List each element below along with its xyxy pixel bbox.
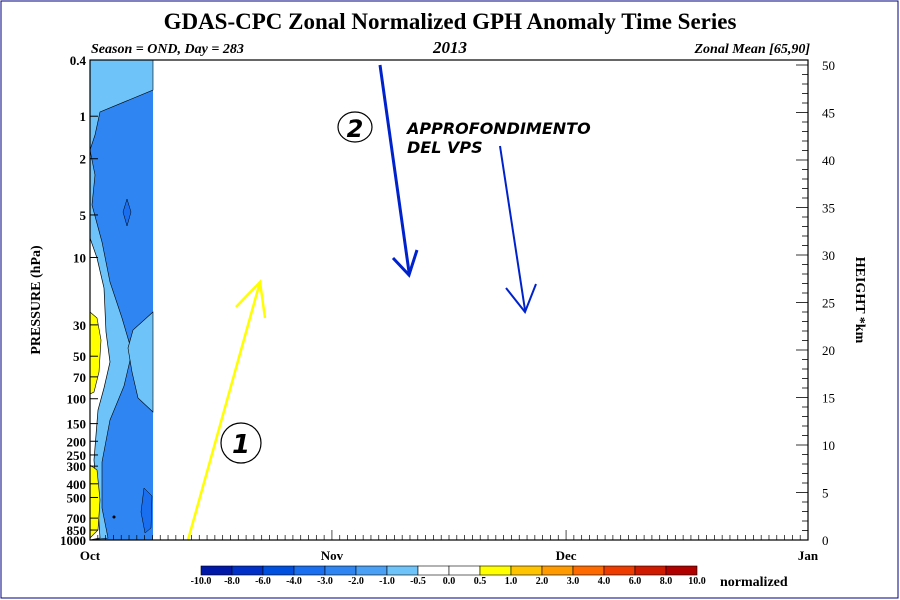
annotation-text-line2: DEL VPS	[407, 138, 483, 157]
colorbar-swatch	[262, 565, 295, 576]
colorbar-swatch	[355, 565, 388, 576]
pressure-tick-label: 200	[67, 434, 87, 449]
colorbar-label: 0.5	[474, 576, 487, 587]
anomaly-region-dark-bottom	[140, 487, 153, 534]
anomaly-region-light-left	[89, 149, 133, 541]
plot-area: 1 2 APPROFONDIMENTO DEL VPS	[89, 59, 809, 541]
pressure-tick-label: 400	[67, 477, 87, 492]
colorbar-label: 6.0	[629, 576, 642, 587]
pressure-tick-label: 850	[67, 523, 87, 538]
colorbar-unit: normalized	[720, 575, 788, 590]
pressure-tick-label: 100	[67, 392, 87, 407]
height-tick-label: 15	[822, 391, 835, 406]
height-tick-label: 25	[822, 296, 835, 311]
colorbar-swatch	[572, 565, 605, 576]
anomaly-region-light-mid	[127, 311, 154, 413]
colorbar-label: 1.0	[505, 576, 518, 587]
pressure-tick-label: 1	[80, 109, 87, 124]
time-tick-label: Jan	[798, 548, 819, 563]
colorbar-label: -0.5	[410, 576, 426, 587]
y-axis-label: PRESSURE (hPa)	[29, 245, 44, 355]
pressure-tick-label: 0.4	[70, 53, 87, 68]
blue-arrow-2	[378, 64, 411, 273]
colorbar-label: 4.0	[598, 576, 611, 587]
pressure-tick-label: 300	[67, 459, 87, 474]
axes: 0.41251030507010015020025030040050070085…	[60, 53, 835, 563]
colorbar-swatch	[231, 565, 264, 576]
anomaly-region-neutral-band	[89, 237, 111, 541]
colorbar-swatch	[324, 565, 357, 576]
colorbar-label: 2.0	[536, 576, 549, 587]
blue-arrow-2-head	[391, 249, 419, 278]
annotation-text-line1: APPROFONDIMENTO	[405, 119, 591, 138]
colorbar-swatch	[200, 565, 233, 576]
anomaly-dot	[112, 515, 116, 519]
colorbar-label: -3.0	[317, 576, 333, 587]
colorbar-label: -2.0	[348, 576, 364, 587]
time-tick-label: Oct	[80, 548, 101, 563]
colorbar-label: -1.0	[379, 576, 395, 587]
label-2: 2	[347, 115, 364, 143]
annotations: 1 2 APPROFONDIMENTO DEL VPS	[186, 64, 591, 541]
pressure-tick-label: 500	[67, 490, 87, 505]
subtitle-season: Season = OND, Day = 283	[91, 42, 244, 57]
height-tick-label: 10	[822, 438, 835, 453]
height-tick-label: 0	[822, 533, 829, 548]
colorbar-swatch	[665, 565, 698, 576]
colorbar-label: 0.0	[443, 576, 456, 587]
colorbar-swatch	[634, 565, 667, 576]
height-tick-label: 20	[822, 343, 835, 358]
label-2-circle	[337, 111, 373, 143]
colorbar: -10.0 -8.0 -6.0 -4.0 -3.0 -2.0 -1.0 -0.5 0.0 0.5 1…	[191, 565, 788, 590]
anomaly-region-dark-pocket	[122, 198, 132, 227]
colorbar-swatch	[479, 565, 512, 576]
colorbar-swatch	[417, 565, 450, 576]
colorbar-swatch	[603, 565, 636, 576]
pressure-tick-label: 50	[73, 349, 86, 364]
subtitle-year: 2013	[432, 38, 468, 57]
subtitle-zonal-mean: Zonal Mean [65,90]	[694, 42, 811, 57]
height-tick-label: 30	[822, 248, 835, 263]
height-tick-label: 5	[822, 486, 829, 501]
height-tick-label: 40	[822, 153, 835, 168]
colorbar-label: -6.0	[255, 576, 271, 587]
pressure-tick-label: 2	[80, 152, 87, 167]
colorbar-swatch	[448, 565, 481, 576]
colorbar-label: 3.0	[567, 576, 580, 587]
pressure-tick-label: 250	[67, 448, 87, 463]
pressure-tick-label: 70	[73, 370, 86, 385]
height-tick-label: 50	[822, 58, 835, 73]
colorbar-label: -4.0	[286, 576, 302, 587]
y2-axis-label: HEIGHT *km	[852, 257, 867, 344]
time-tick-label: Nov	[321, 548, 344, 563]
height-tick-label: 45	[822, 106, 835, 121]
anomaly-field	[89, 59, 154, 541]
yellow-arrow-1	[186, 281, 262, 541]
colorbar-swatch	[510, 565, 543, 576]
pressure-tick-label: 700	[67, 511, 87, 526]
colorbar-label: 8.0	[660, 576, 673, 587]
colorbar-label: 10.0	[688, 576, 706, 587]
pressure-tick-label: 30	[73, 318, 86, 333]
pressure-tick-label: 150	[67, 417, 87, 432]
label-1: 1	[232, 430, 250, 460]
colorbar-swatch	[293, 565, 326, 576]
pressure-tick-label: 1000	[60, 533, 86, 548]
pressure-tick-label: 10	[73, 250, 86, 265]
colorbar-swatch	[541, 565, 574, 576]
height-tick-label: 35	[822, 201, 835, 216]
time-tick-label: Dec	[556, 548, 577, 563]
blue-arrow-3	[499, 145, 526, 311]
chart-title: GDAS-CPC Zonal Normalized GPH Anomaly Ti…	[164, 9, 737, 34]
blue-arrow-3-head	[505, 283, 537, 314]
colorbar-swatch	[386, 565, 419, 576]
pressure-tick-label: 5	[80, 208, 87, 223]
label-1-circle	[220, 422, 262, 464]
colorbar-label: -8.0	[224, 576, 240, 587]
colorbar-label: -10.0	[191, 576, 212, 587]
yellow-arrow-head	[235, 279, 267, 319]
